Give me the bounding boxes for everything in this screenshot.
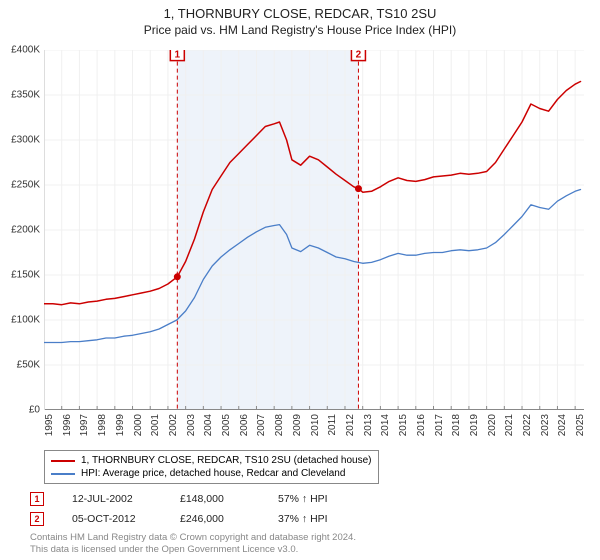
x-tick-label: 2002 [168,414,179,436]
x-tick-label: 2011 [327,414,338,436]
x-tick-label: 2009 [292,414,303,436]
footer-line-1: Contains HM Land Registry data © Crown c… [30,532,356,544]
legend-item-subject: 1, THORNBURY CLOSE, REDCAR, TS10 2SU (de… [51,454,372,467]
chart-container: 1, THORNBURY CLOSE, REDCAR, TS10 2SU Pri… [0,0,600,560]
sale-date-1: 12-JUL-2002 [72,493,152,505]
x-tick-label: 2019 [469,414,480,436]
x-tick-label: 2005 [221,414,232,436]
x-tick-label: 2020 [487,414,498,436]
x-tick-label: 2012 [345,414,356,436]
x-tick-label: 2024 [557,414,568,436]
x-tick-label: 1997 [79,414,90,436]
y-tick-label: £300K [11,135,40,146]
x-tick-label: 1995 [44,414,55,436]
legend-swatch-subject [51,460,75,462]
y-tick-label: £250K [11,180,40,191]
y-tick-label: £350K [11,90,40,101]
plot-area: 12 1995199619971998199920002001200220032… [44,50,584,410]
x-tick-label: 2014 [380,414,391,436]
x-tick-label: 2016 [416,414,427,436]
footer-line-2: This data is licensed under the Open Gov… [30,544,356,556]
x-tick-label: 2015 [398,414,409,436]
y-tick-label: £400K [11,45,40,56]
sale-marker-box-2: 2 [30,512,44,526]
sale-marker-box-1: 1 [30,492,44,506]
y-tick-label: £100K [11,315,40,326]
x-tick-label: 2013 [363,414,374,436]
footer: Contains HM Land Registry data © Crown c… [30,532,356,556]
x-tick-label: 2018 [451,414,462,436]
sale-hpi-1: 57% ↑ HPI [278,493,328,505]
y-tick-label: £50K [17,360,40,371]
x-tick-label: 1998 [97,414,108,436]
x-tick-label: 2006 [239,414,250,436]
x-tick-label: 2001 [150,414,161,436]
x-tick-label: 1996 [62,414,73,436]
chart-subtitle: Price paid vs. HM Land Registry's House … [0,23,600,37]
x-tick-label: 2007 [256,414,267,436]
sale-row-1: 1 12-JUL-2002 £148,000 57% ↑ HPI [30,492,328,506]
x-tick-label: 2021 [504,414,515,436]
chart-svg: 12 [44,50,584,410]
svg-text:2: 2 [356,50,362,61]
legend-swatch-hpi [51,473,75,475]
x-tick-label: 2017 [434,414,445,436]
sale-price-1: £148,000 [180,493,250,505]
legend-label-subject: 1, THORNBURY CLOSE, REDCAR, TS10 2SU (de… [81,455,372,466]
sale-hpi-2: 37% ↑ HPI [278,513,328,525]
y-tick-label: £0 [29,405,40,416]
legend-item-hpi: HPI: Average price, detached house, Redc… [51,467,372,480]
title-block: 1, THORNBURY CLOSE, REDCAR, TS10 2SU Pri… [0,0,600,37]
sale-date-2: 05-OCT-2012 [72,513,152,525]
legend-label-hpi: HPI: Average price, detached house, Redc… [81,468,345,479]
x-tick-label: 2010 [310,414,321,436]
x-tick-label: 2022 [522,414,533,436]
x-tick-label: 2025 [575,414,586,436]
x-tick-label: 2000 [133,414,144,436]
svg-text:1: 1 [175,50,181,61]
chart-title: 1, THORNBURY CLOSE, REDCAR, TS10 2SU [0,6,600,21]
sale-price-2: £246,000 [180,513,250,525]
x-tick-label: 2023 [540,414,551,436]
y-tick-label: £200K [11,225,40,236]
y-tick-label: £150K [11,270,40,281]
x-tick-label: 1999 [115,414,126,436]
sale-row-2: 2 05-OCT-2012 £246,000 37% ↑ HPI [30,512,328,526]
legend: 1, THORNBURY CLOSE, REDCAR, TS10 2SU (de… [44,450,379,484]
x-tick-label: 2003 [186,414,197,436]
x-tick-label: 2008 [274,414,285,436]
x-tick-label: 2004 [203,414,214,436]
